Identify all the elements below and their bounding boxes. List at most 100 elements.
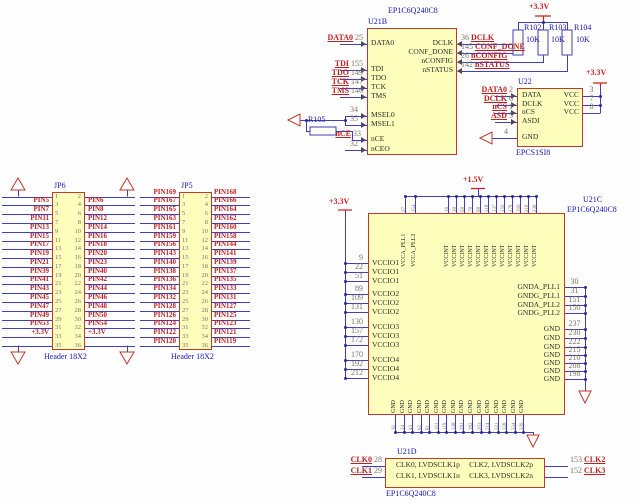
net-label: DATA0 — [327, 33, 353, 42]
junction-dot — [487, 195, 490, 198]
jp-net-label: PIN53 — [29, 319, 49, 327]
pin-name: VCCIO1 — [372, 276, 400, 285]
jp-net-label: PIN44 — [88, 284, 108, 292]
jp-pin-number: 9 — [182, 227, 186, 235]
pin-name: TDI — [371, 64, 384, 73]
junction-dot — [503, 195, 506, 198]
wire — [85, 240, 135, 242]
jp-pin-number: 28 — [74, 306, 82, 314]
wire — [2, 293, 52, 294]
junction-dot — [344, 368, 347, 371]
wire — [362, 466, 385, 467]
jp6-refdes: JP6 — [54, 181, 66, 190]
wire — [2, 258, 52, 259]
pin-name: VCCA_PLL2 — [411, 233, 417, 267]
pin-name: GND — [543, 374, 560, 383]
wire — [362, 477, 385, 478]
jp-net-label: PIN166 — [214, 196, 237, 204]
wire — [565, 329, 585, 330]
u21c-left-rail-label: +3.3V — [329, 197, 350, 206]
wire — [545, 466, 568, 467]
jp-net-label: PIN15 — [29, 231, 49, 240]
jp-net-label: PIN20 — [88, 249, 108, 257]
wire — [506, 415, 507, 432]
wire — [481, 415, 482, 432]
net-label: CONF_DONE — [475, 42, 525, 51]
wire — [85, 293, 135, 294]
pin-name: DCLK — [522, 99, 543, 108]
jp-net-label: PIN43 — [29, 284, 49, 292]
net-label: TDI — [334, 59, 349, 68]
wire — [421, 415, 422, 432]
pin-number: 22 — [355, 262, 363, 271]
u21d-device: EP1C6Q240C8 — [386, 489, 436, 498]
wire — [565, 296, 585, 297]
pin-name: GND — [543, 358, 560, 367]
pin-name: GND — [451, 400, 457, 413]
wire — [345, 378, 368, 379]
jp-pin-number: 15 — [182, 254, 189, 261]
pin-name: VCCINT — [508, 244, 514, 267]
wire — [85, 345, 135, 347]
pin-name: GND — [522, 132, 539, 141]
wire — [140, 337, 179, 338]
pin-number: 153 — [570, 455, 582, 464]
wire — [140, 284, 179, 285]
jp-net-label: PIN137 — [214, 266, 237, 275]
r105-refdes: R105 — [308, 115, 326, 124]
jp-net-label: PIN124 — [153, 319, 176, 327]
pin-name: GNDG_PLL2 — [517, 308, 561, 317]
jp-pin-number: 11 — [182, 236, 189, 244]
wire — [2, 302, 52, 303]
pin-number: 131 — [351, 302, 363, 311]
wire — [405, 196, 406, 213]
jp-pin-number: 25 — [55, 298, 62, 305]
r102-refdes: R102 — [524, 23, 542, 32]
wire — [345, 281, 368, 282]
wire — [2, 231, 52, 233]
jp-net-label: PIN5 — [33, 196, 49, 204]
wire — [140, 196, 179, 198]
junction-dot — [437, 431, 440, 434]
wire — [480, 196, 481, 213]
resistor-body-r105 — [309, 126, 337, 136]
wire — [565, 347, 585, 348]
pin-name: CLK3, LVDSCLK2n — [469, 471, 533, 480]
jp-pin-number: 8 — [77, 218, 81, 226]
pin-number: 26 — [461, 51, 469, 60]
pin-number: 172 — [351, 335, 363, 344]
wire — [583, 113, 600, 114]
jp-net-label: PIN133 — [214, 284, 237, 292]
wire — [565, 355, 585, 356]
pin-number: 137 — [493, 204, 498, 213]
jp-net-label: PIN161 — [153, 222, 176, 231]
jp-pin-number: 7 — [55, 218, 59, 226]
pin-arrow-icon — [511, 102, 516, 108]
pin-name: GND — [543, 324, 560, 333]
net-label: nCE — [335, 129, 351, 138]
jp5-refdes: JP5 — [181, 181, 193, 190]
wire — [140, 345, 179, 347]
jp-pin-number: 23 — [182, 289, 189, 296]
wire — [340, 70, 367, 71]
jp-pin-number: 22 — [201, 280, 209, 287]
wire — [340, 79, 367, 80]
pin-name: VCCINT — [468, 244, 474, 267]
junction-dot — [445, 431, 448, 434]
junction-dot — [511, 195, 514, 198]
wire — [85, 319, 135, 321]
wire — [140, 302, 179, 303]
net-pin-label: nCE 33 — [335, 129, 361, 139]
wire — [455, 415, 456, 432]
wire — [140, 319, 179, 321]
pin-arrow-icon — [457, 41, 462, 47]
pin-name: CLK2, LVDSCLK2p — [469, 460, 533, 469]
pin-name: VCCIO3 — [372, 322, 400, 331]
net-label: DCLK — [483, 94, 507, 103]
wire — [345, 116, 367, 117]
jp-pin-number: 13 — [55, 245, 62, 252]
u21b-refdes: U21B — [368, 17, 388, 26]
wire — [140, 266, 179, 268]
wire — [212, 345, 250, 347]
